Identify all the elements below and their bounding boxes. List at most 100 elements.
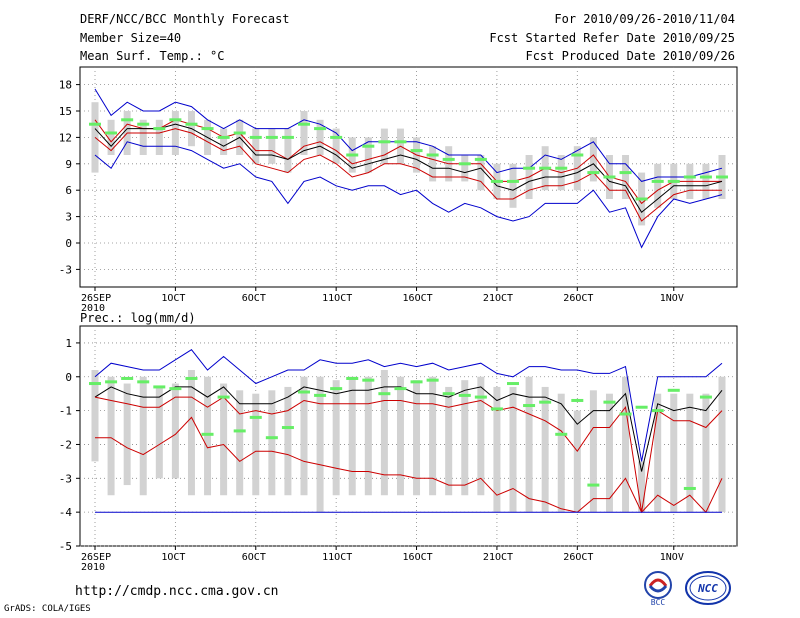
spread-box xyxy=(589,390,597,513)
spread-box xyxy=(364,376,372,496)
spread-box xyxy=(429,376,437,496)
spread-box xyxy=(509,163,517,208)
spread-box xyxy=(316,119,324,155)
spread-box xyxy=(396,376,404,496)
x-tick-label: 1NOV xyxy=(660,293,684,304)
spread-box xyxy=(268,128,276,164)
series-line-median xyxy=(94,123,723,213)
plot-frame-1 xyxy=(79,66,738,288)
ensemble-mean-marker xyxy=(587,483,600,487)
ensemble-mean-marker xyxy=(233,429,246,433)
ensemble-mean-marker xyxy=(555,432,568,436)
series-line-lower xyxy=(95,416,723,514)
spread-box xyxy=(300,111,308,155)
ensemble-mean-marker xyxy=(378,392,391,396)
forecast-started: Fcst Started Refer Date 2010/09/25 xyxy=(489,31,735,45)
y-tick-label: -5 xyxy=(59,540,72,553)
ensemble-mean-marker xyxy=(555,166,568,170)
y-tick-label: 12 xyxy=(59,131,72,144)
variable-label: Mean Surf. Temp.: °C xyxy=(80,49,225,63)
ensemble-mean-marker xyxy=(121,118,134,122)
ensemble-mean-marker xyxy=(619,171,632,175)
spread-box xyxy=(670,393,678,513)
ensemble-mean-marker xyxy=(699,175,712,179)
y-tick-label: -3 xyxy=(59,263,72,276)
ensemble-mean-marker xyxy=(410,380,423,384)
x-tick-label: 21OCT xyxy=(483,293,513,304)
ensemble-mean-marker xyxy=(330,387,343,391)
ensemble-mean-marker xyxy=(426,378,439,382)
ensemble-mean-marker xyxy=(137,122,150,126)
series-line-min xyxy=(94,141,723,249)
spread-box xyxy=(477,376,485,496)
spread-box xyxy=(654,163,662,208)
ensemble-mean-marker xyxy=(298,122,310,126)
ncc-logo: NCC xyxy=(685,571,731,605)
ensemble-mean-marker xyxy=(105,131,118,135)
ensemble-mean-marker xyxy=(571,153,584,157)
ensemble-mean-marker xyxy=(458,162,471,166)
bcc-logo-text: BCC xyxy=(651,598,666,606)
spread-box xyxy=(525,376,533,513)
ensemble-mean-marker xyxy=(330,135,343,139)
y-tick-label: -3 xyxy=(59,472,72,485)
y-tick-label: 1 xyxy=(65,337,72,350)
series-line-median xyxy=(94,396,723,513)
y-tick-label: 15 xyxy=(59,105,72,118)
spread-box xyxy=(332,380,340,496)
ensemble-mean-marker xyxy=(474,395,487,399)
y-tick-label: 6 xyxy=(65,184,72,197)
x-tick-label: 1OCT xyxy=(161,293,185,304)
ensemble-mean-marker xyxy=(169,118,182,122)
ensemble-mean-marker xyxy=(314,393,327,397)
ensemble-mean-marker xyxy=(314,127,327,131)
ensemble-mean-marker xyxy=(442,392,455,396)
member-size: Member Size=40 xyxy=(80,31,182,45)
ensemble-mean-marker xyxy=(105,380,118,384)
ensemble-mean-marker xyxy=(153,385,166,389)
ensemble-mean-marker xyxy=(137,380,150,384)
ensemble-mean-marker xyxy=(571,398,584,402)
spread-box xyxy=(364,137,372,173)
footer-credit: GrADS: COLA/IGES xyxy=(4,604,91,614)
ensemble-mean-marker xyxy=(89,122,101,126)
spread-box xyxy=(316,376,324,513)
spread-box xyxy=(204,376,212,496)
y-tick-label: -2 xyxy=(59,438,72,451)
spread-box xyxy=(268,390,276,496)
ensemble-mean-marker xyxy=(281,426,294,430)
spread-box xyxy=(638,461,646,513)
ensemble-mean-marker xyxy=(394,140,407,144)
ensemble-mean-marker xyxy=(153,127,166,131)
x-tick-label: 6OCT xyxy=(242,293,266,304)
ensemble-mean-marker xyxy=(683,486,696,490)
spread-box xyxy=(332,128,340,164)
x-tick-label: 26SEP xyxy=(81,552,111,563)
ensemble-mean-marker xyxy=(523,166,536,170)
ensemble-mean-marker xyxy=(683,175,696,179)
ensemble-mean-marker xyxy=(362,378,375,382)
forecast-period: For 2010/09/26-2010/11/04 xyxy=(554,12,735,26)
footer-url[interactable]: http://cmdp.ncc.cma.gov.cn xyxy=(75,584,279,599)
ensemble-mean-marker xyxy=(667,179,680,183)
ensemble-mean-marker xyxy=(539,166,552,170)
chart-title: DERF/NCC/BCC Monthly Forecast xyxy=(80,12,290,26)
ensemble-mean-marker xyxy=(507,179,519,183)
ensemble-mean-marker xyxy=(217,395,230,399)
y-tick-label: 3 xyxy=(65,211,72,224)
y-tick-label: -4 xyxy=(59,506,73,519)
spread-box xyxy=(445,386,453,496)
spread-box xyxy=(686,393,694,513)
ensemble-mean-marker xyxy=(490,407,503,411)
spread-box xyxy=(348,376,356,496)
ensemble-mean-marker xyxy=(233,131,246,135)
ensemble-mean-marker xyxy=(346,376,359,380)
ensemble-mean-marker xyxy=(185,376,198,380)
spread-box xyxy=(107,376,115,496)
y-tick-label: 18 xyxy=(59,79,72,92)
spread-box xyxy=(429,146,437,182)
series-line-lower xyxy=(94,128,722,222)
ensemble-mean-marker xyxy=(651,179,664,183)
ensemble-mean-marker xyxy=(490,179,503,183)
